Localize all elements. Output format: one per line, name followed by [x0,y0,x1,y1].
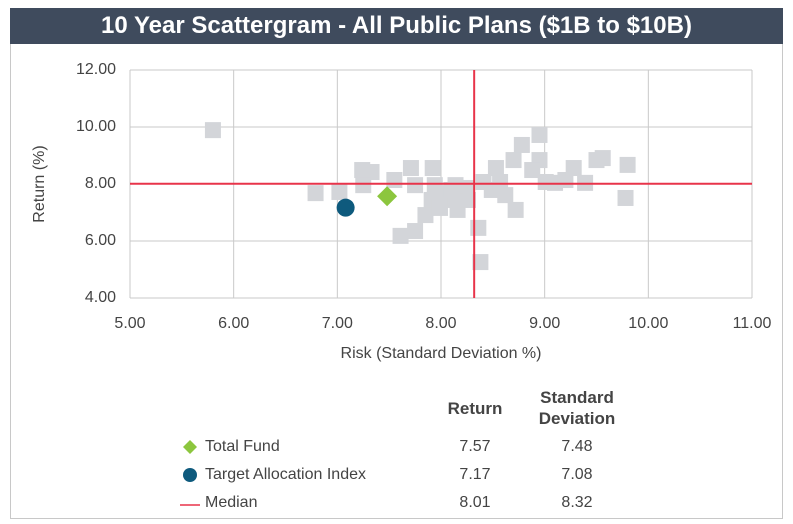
table-header: Standard Deviation [538,388,616,428]
peer-point [472,254,489,271]
peer-point [386,172,403,189]
x-tick-label: 9.00 [529,315,560,332]
y-tick-label: 4.00 [85,289,116,306]
peer-point [524,162,541,179]
x-tick-label: 7.00 [322,315,353,332]
peer-point [505,152,522,169]
peer-point [417,207,434,224]
peer-point [459,191,476,208]
peer-point [407,177,424,194]
peer-point [487,160,504,177]
peer-point [363,164,380,181]
peer-point [492,174,509,191]
peer-point [619,156,636,173]
peer-point [594,150,611,167]
table-cell: 8.32 [561,494,592,511]
peer-point [307,185,324,202]
y-tick-label: 6.00 [85,232,116,249]
legend-label: Target Allocation Index [205,466,366,483]
peer-point [513,136,530,153]
peer-point [617,189,634,206]
peer-point [497,187,514,204]
y-axis-label: Return (%) [31,145,48,222]
peer-point [531,126,548,143]
table-cell: 7.48 [561,438,592,455]
peer-point [470,219,487,236]
y-tick-label: 12.00 [76,61,116,78]
x-tick-label: 11.00 [733,315,772,332]
peer-point [407,223,424,240]
legend-marker [183,440,197,454]
peer-point [402,160,419,177]
table-cell: 8.01 [459,494,490,511]
x-tick-label: 8.00 [425,315,456,332]
peer-point [443,181,460,198]
chart-title: 10 Year Scattergram - All Public Plans (… [10,8,783,44]
legend-label: Median [205,494,257,511]
peer-point [355,177,372,194]
legend-label: Total Fund [205,438,280,455]
peer-point [565,160,582,177]
peer-point [424,160,441,177]
table-cell: 7.08 [561,466,592,483]
x-axis-label: Risk (Standard Deviation %) [341,345,542,362]
point [336,198,355,217]
table-header: Return [447,399,503,418]
point [377,186,398,207]
peer-point [507,201,524,218]
legend-marker [183,468,197,482]
y-tick-label: 10.00 [76,118,116,135]
peer-point [431,199,448,216]
x-tick-label: 6.00 [218,315,249,332]
peer-point [392,227,409,244]
x-tick-label: 5.00 [114,315,145,332]
y-tick-label: 8.00 [85,175,116,192]
table-cell: 7.57 [459,438,490,455]
peer-point [331,183,348,200]
table-cell: 7.17 [459,466,490,483]
frame [10,44,783,519]
x-tick-label: 10.00 [628,315,668,332]
peer-point [204,122,221,139]
